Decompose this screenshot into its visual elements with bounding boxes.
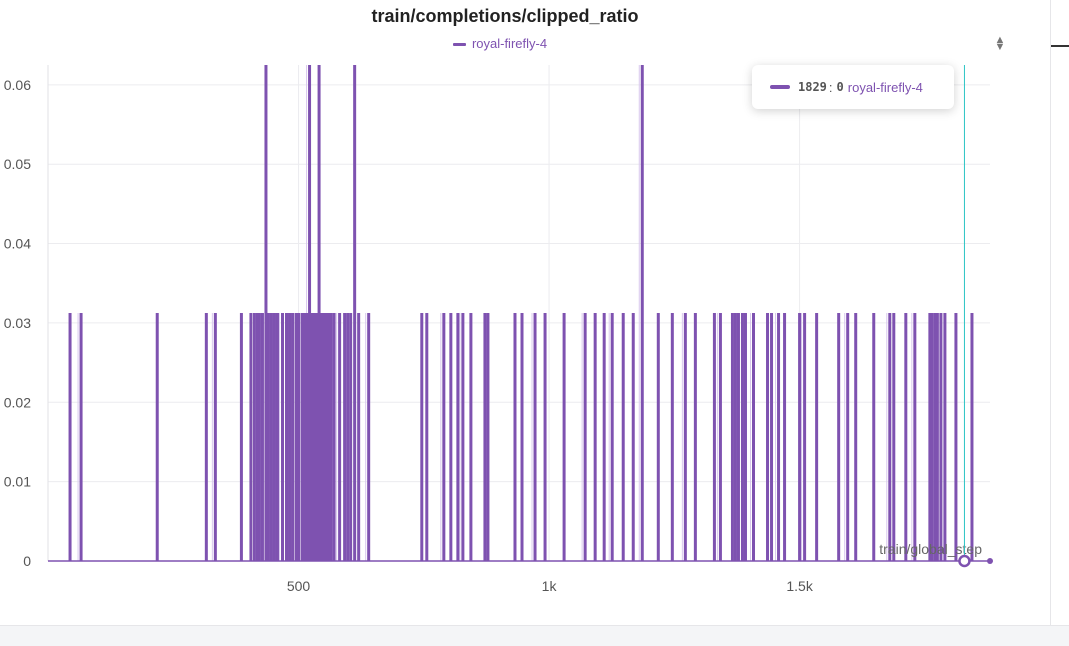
x-tick-label: 1.5k xyxy=(786,578,813,594)
hover-point-marker xyxy=(958,554,971,568)
tooltip-run-name: royal-firefly-4 xyxy=(847,79,923,95)
tooltip-value: 0 xyxy=(836,80,844,94)
y-tick-label: 0.01 xyxy=(4,474,31,490)
y-tick-label: 0.05 xyxy=(4,156,31,172)
axis-layer: 0 0.01 0.02 0.03 0.04 0.05 0.06 500 1k 1.5k train/… xyxy=(4,77,982,594)
chart-title: train/completions/clipped_ratio xyxy=(371,6,639,26)
y-tick-label: 0 xyxy=(23,553,31,569)
legend[interactable]: royal-firefly-4 xyxy=(0,36,1000,51)
chart-plot[interactable]: 0 0.01 0.02 0.03 0.04 0.05 0.06 500 1k 1.5k train/… xyxy=(0,0,1050,625)
series-end-dot xyxy=(987,558,993,564)
tooltip-step: 1829 xyxy=(798,80,827,94)
tooltip-swatch xyxy=(770,85,790,89)
y-tick-label: 0.04 xyxy=(4,236,31,252)
x-tick-label: 1k xyxy=(542,578,558,594)
y-tick-label: 0.03 xyxy=(4,315,31,331)
x-axis-title: train/global_step xyxy=(879,541,982,557)
x-tick-label: 500 xyxy=(287,578,311,594)
tooltip-separator: : xyxy=(828,79,833,95)
hover-tooltip: 1829 : 0 royal-firefly-4 xyxy=(752,65,954,109)
legend-label: royal-firefly-4 xyxy=(471,36,548,51)
panel-divider xyxy=(1050,0,1051,625)
cursor-layer xyxy=(958,65,993,568)
y-tick-label: 0.02 xyxy=(4,394,31,410)
y-tick-label: 0.06 xyxy=(4,77,31,93)
legend-swatch xyxy=(452,43,466,47)
panel-edge-marker xyxy=(1051,45,1069,47)
sort-icon[interactable]: ▲ ▼ xyxy=(994,34,1006,53)
bottom-strip xyxy=(0,625,1069,646)
series-layer xyxy=(48,65,990,562)
